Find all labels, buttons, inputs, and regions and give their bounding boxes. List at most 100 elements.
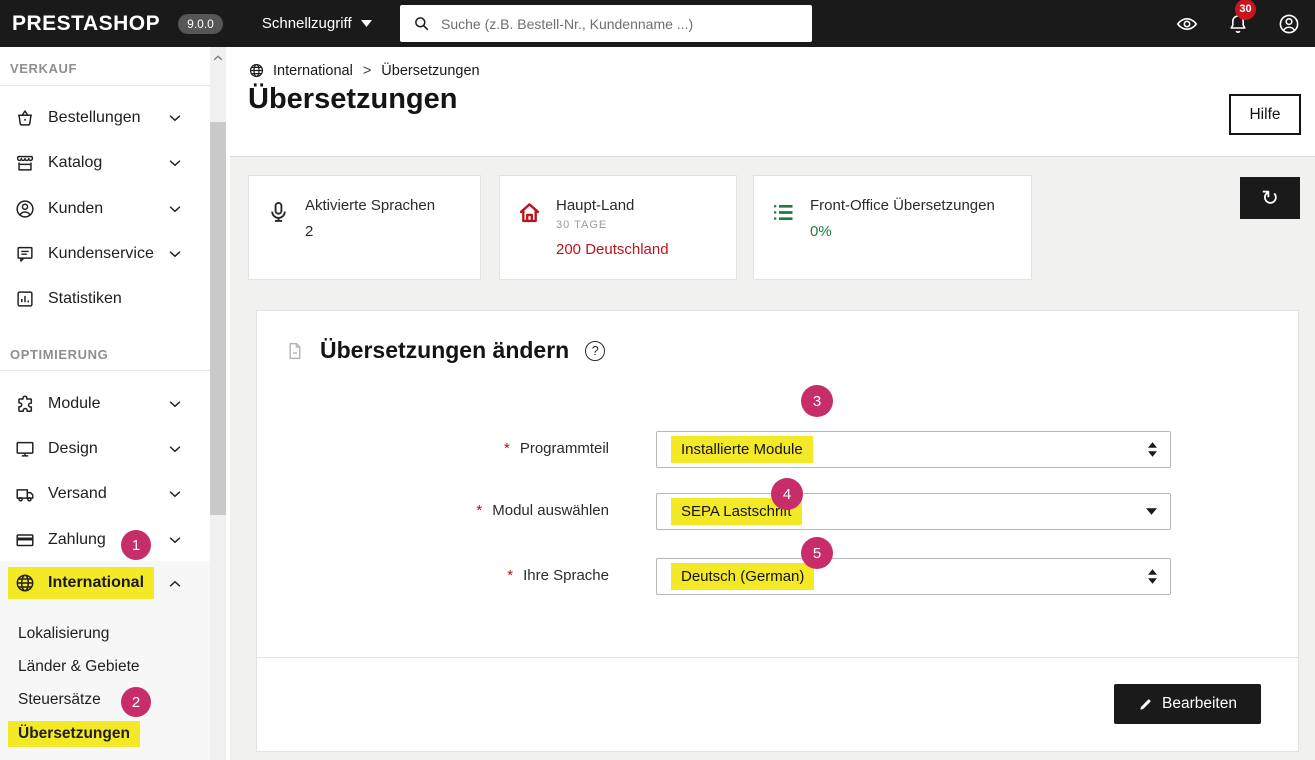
search-icon (412, 14, 431, 33)
storefront-icon (14, 152, 36, 174)
sidebar-subitem-lokalisierung[interactable]: Lokalisierung (0, 619, 210, 649)
prestashop-logo: PRESTASHOP (12, 11, 161, 35)
sidebar-item-kunden[interactable]: Kunden (0, 186, 210, 231)
sort-arrows-icon (1148, 569, 1157, 584)
sidebar: VERKAUF Bestellungen Katalog Kunden Kund… (0, 47, 230, 760)
sidebar-section-optimierung: OPTIMIERUNG (10, 347, 109, 362)
chevron-down-icon (166, 109, 184, 127)
chat-icon (14, 243, 36, 265)
kpi-card-languages: Aktivierte Sprachen 2 (248, 175, 481, 280)
version-badge: 9.0.0 (178, 13, 223, 34)
sidebar-item-katalog[interactable]: Katalog (0, 140, 210, 185)
quick-access-label: Schnellzugriff (261, 15, 352, 32)
annotation-step-4: 4 (771, 478, 803, 510)
sidebar-subitem-uebersetzungen[interactable]: Übersetzungen (0, 719, 210, 749)
truck-icon (14, 483, 36, 505)
sidebar-item-label: Kundenservice (48, 244, 154, 262)
notifications-button[interactable]: 30 (1226, 0, 1256, 36)
sidebar-item-bestellungen[interactable]: Bestellungen (0, 95, 210, 140)
sidebar-item-label: Statistiken (48, 289, 122, 307)
kpi-title: Aktivierte Sprachen (305, 197, 436, 214)
bearbeiten-label: Bearbeiten (1162, 695, 1237, 712)
refresh-icon: ↻ (1261, 186, 1279, 210)
field-label-modul-auswaehlen: * Modul auswählen (257, 502, 609, 519)
divider (0, 85, 210, 86)
sidebar-item-design[interactable]: Design (0, 426, 210, 471)
sidebar-subitem-laender-gebiete[interactable]: Länder & Gebiete (0, 652, 210, 682)
account-icon (1277, 12, 1301, 36)
submenu-label: Steuersätze (18, 691, 101, 708)
caret-down-icon (1146, 508, 1157, 515)
search-bar[interactable] (400, 5, 812, 42)
programmteil-select[interactable]: Installierte Module (656, 431, 1171, 468)
required-marker: * (507, 567, 514, 584)
chevron-down-icon (166, 200, 184, 218)
sidebar-item-label: Katalog (48, 153, 103, 171)
refresh-button[interactable]: ↻ (1240, 177, 1300, 219)
customer-icon (14, 198, 36, 220)
chevron-down-icon (166, 440, 184, 458)
search-input[interactable] (441, 15, 800, 32)
chevron-down-icon (166, 485, 184, 503)
panel-header: Übersetzungen ändern ? (284, 337, 606, 364)
breadcrumb-parent[interactable]: International (273, 62, 353, 79)
sidebar-item-label: International (48, 574, 145, 591)
basket-icon (14, 107, 36, 129)
field-label-ihre-sprache: * Ihre Sprache (257, 567, 609, 584)
help-question-icon[interactable]: ? (585, 340, 606, 361)
puzzle-icon (14, 393, 36, 415)
globe-icon (248, 62, 265, 79)
kpi-title: Front-Office Übersetzungen (810, 197, 995, 214)
pencil-icon (1138, 697, 1153, 712)
international-expanded-block: International Lokalisierung Länder & Geb… (0, 561, 210, 760)
credit-card-icon (14, 529, 36, 551)
help-button[interactable]: Hilfe (1229, 94, 1301, 135)
annotation-step-5: 5 (801, 537, 833, 569)
sidebar-item-module[interactable]: Module (0, 381, 210, 426)
modul-select[interactable]: SEPA Lastschrift (656, 493, 1171, 530)
panel-footer-divider (257, 657, 1298, 658)
kpi-value: 2 (305, 222, 314, 240)
annotation-step-2: 2 (121, 687, 151, 717)
scrollbar-up-arrow[interactable] (212, 52, 224, 64)
view-shop-button[interactable] (1175, 12, 1199, 36)
sidebar-item-international[interactable]: International (0, 561, 210, 606)
list-icon (770, 199, 797, 226)
sidebar-item-label: Design (48, 439, 98, 457)
topbar-actions: 30 (1175, 0, 1301, 47)
sidebar-item-statistiken[interactable]: Statistiken (0, 276, 210, 321)
kpi-card-main-country: Haupt-Land 30 TAGE 200 Deutschland (499, 175, 737, 280)
chevron-down-icon (166, 531, 184, 549)
breadcrumb-separator: > (362, 62, 372, 79)
sidebar-item-label: Versand (48, 484, 107, 502)
field-label-text: Ihre Sprache (523, 567, 609, 584)
sidebar-section-verkauf: VERKAUF (10, 61, 78, 76)
page-title: Übersetzungen (248, 83, 458, 115)
account-button[interactable] (1277, 12, 1301, 36)
chevron-down-icon (360, 20, 372, 27)
sidebar-item-versand[interactable]: Versand (0, 471, 210, 516)
topbar: PRESTASHOP 9.0.0 Schnellzugriff 30 (0, 0, 1315, 47)
sprache-select[interactable]: Deutsch (German) (656, 558, 1171, 595)
submenu-label: Länder & Gebiete (18, 658, 140, 675)
chevron-down-icon (166, 154, 184, 172)
chevron-down-icon (166, 395, 184, 413)
sidebar-subitem-steuersaetze[interactable]: Steuersätze 2 (0, 685, 210, 717)
eye-icon (1175, 12, 1199, 36)
home-icon (516, 199, 543, 226)
selected-value: Deutsch (German) (671, 563, 815, 590)
bearbeiten-button[interactable]: Bearbeiten (1114, 684, 1261, 724)
document-icon (284, 340, 306, 362)
content-area: Aktivierte Sprachen 2 Haupt-Land 30 TAGE… (230, 157, 1315, 760)
quick-access-menu[interactable]: Schnellzugriff (262, 15, 372, 32)
annotation-step-3: 3 (801, 385, 833, 417)
annotation-step-1: 1 (121, 530, 151, 560)
microphone-icon (265, 199, 292, 226)
field-label-programmteil: * Programmteil (257, 440, 609, 457)
sidebar-item-zahlung[interactable]: Zahlung 1 (0, 517, 210, 562)
globe-icon (14, 572, 36, 594)
required-marker: * (476, 502, 483, 519)
monitor-icon (14, 438, 36, 460)
sidebar-item-kundenservice[interactable]: Kundenservice (0, 231, 210, 276)
sidebar-scrollbar-thumb[interactable] (210, 122, 226, 515)
